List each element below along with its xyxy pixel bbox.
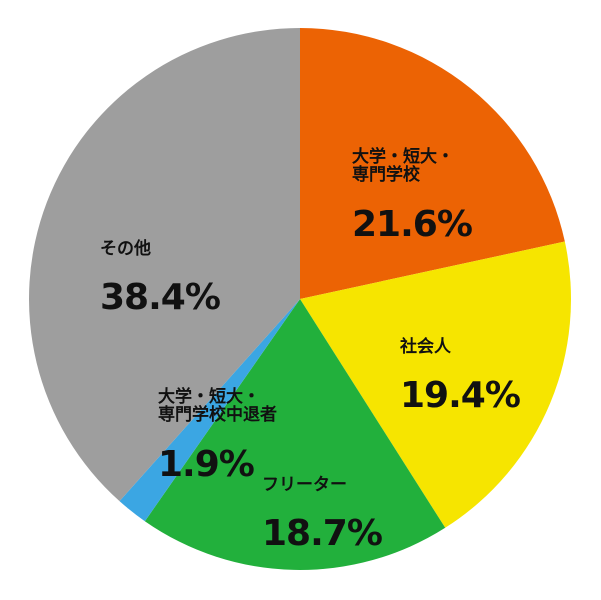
- slice-dropout: [119, 299, 300, 522]
- slice-value-working-adult: 19.4%: [400, 374, 521, 416]
- slice-label-working-adult: 社会人 19.4%: [400, 320, 521, 433]
- slice-label-freeter: フリーター 18.7%: [262, 458, 383, 571]
- slice-working-adult: [300, 241, 571, 528]
- slice-name-other: その他: [100, 238, 151, 259]
- slice-value-university: 21.6%: [352, 203, 473, 245]
- slice-value-freeter: 18.7%: [262, 512, 383, 554]
- slice-value-dropout: 1.9%: [158, 443, 255, 485]
- slice-university: [300, 28, 565, 299]
- slice-name-freeter: フリーター: [262, 474, 347, 495]
- slice-other: [28, 28, 301, 502]
- slice-name-university: 大学・短大・ 専門学校: [352, 146, 454, 186]
- slice-value-other: 38.4%: [100, 276, 221, 318]
- slice-name-dropout: 大学・短大・ 専門学校中退者: [158, 386, 277, 426]
- slice-label-dropout: 大学・短大・ 専門学校中退者 1.9%: [158, 370, 277, 502]
- slice-label-other: その他 38.4%: [100, 222, 221, 335]
- slice-name-working-adult: 社会人: [400, 336, 451, 357]
- slice-freeter: [144, 299, 446, 571]
- slice-label-university: 大学・短大・ 専門学校 21.6%: [352, 130, 473, 262]
